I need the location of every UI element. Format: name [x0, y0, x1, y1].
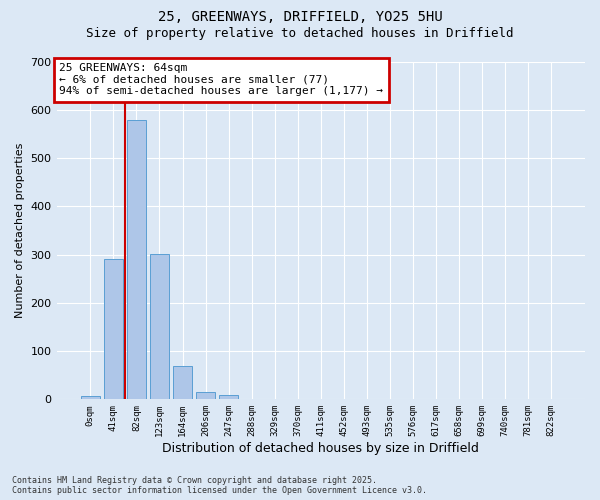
Text: 25 GREENWAYS: 64sqm
← 6% of detached houses are smaller (77)
94% of semi-detache: 25 GREENWAYS: 64sqm ← 6% of detached hou…: [59, 63, 383, 96]
Bar: [127, 120, 146, 400]
Bar: [149, 254, 169, 400]
Bar: [196, 392, 215, 400]
X-axis label: Distribution of detached houses by size in Driffield: Distribution of detached houses by size …: [163, 442, 479, 455]
Text: Size of property relative to detached houses in Driffield: Size of property relative to detached ho…: [86, 28, 514, 40]
Y-axis label: Number of detached properties: Number of detached properties: [15, 142, 25, 318]
Text: Contains HM Land Registry data © Crown copyright and database right 2025.
Contai: Contains HM Land Registry data © Crown c…: [12, 476, 427, 495]
Bar: [219, 396, 238, 400]
Bar: [173, 366, 193, 400]
Bar: [80, 396, 100, 400]
Bar: [104, 260, 123, 400]
Text: 25, GREENWAYS, DRIFFIELD, YO25 5HU: 25, GREENWAYS, DRIFFIELD, YO25 5HU: [158, 10, 442, 24]
